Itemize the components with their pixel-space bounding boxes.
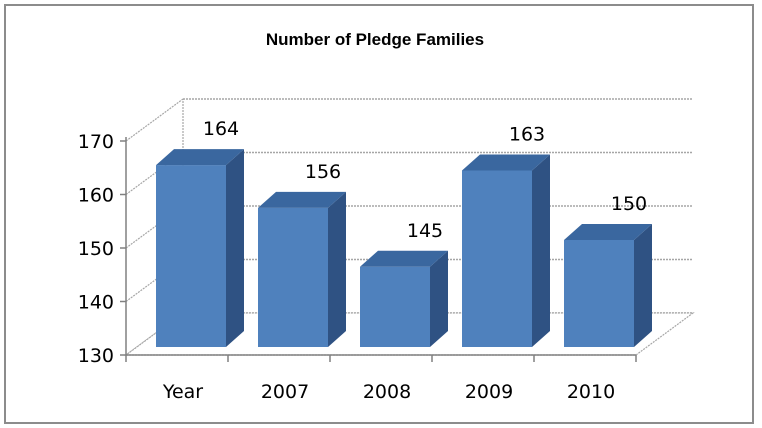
bars bbox=[156, 149, 652, 347]
x-tick-label: 2007 bbox=[261, 381, 309, 403]
bar-side bbox=[430, 250, 448, 347]
x-tick-label: 2008 bbox=[363, 381, 411, 403]
bar-front bbox=[156, 165, 226, 347]
data-labels: 164 156 145 163 150 bbox=[203, 118, 647, 242]
bar-top bbox=[360, 250, 448, 267]
data-label: 150 bbox=[611, 193, 647, 215]
bar-side bbox=[328, 191, 346, 347]
y-tick-label: 150 bbox=[78, 238, 114, 260]
data-label: 163 bbox=[509, 123, 545, 145]
bar-front bbox=[462, 170, 532, 347]
bar-top bbox=[564, 224, 652, 240]
bar bbox=[564, 224, 652, 347]
y-tick-label: 130 bbox=[78, 345, 114, 367]
bar-side bbox=[226, 149, 244, 347]
x-tick-labels: Year 2007 2008 2009 2010 bbox=[162, 381, 615, 403]
bar-front bbox=[258, 207, 328, 347]
x-tick-label: Year bbox=[162, 381, 203, 403]
data-label: 145 bbox=[407, 220, 443, 242]
bar bbox=[462, 154, 550, 347]
x-tick-label: 2009 bbox=[465, 381, 513, 403]
data-label: 156 bbox=[305, 161, 341, 183]
y-tick-label: 160 bbox=[78, 185, 114, 207]
bar-side bbox=[634, 224, 652, 347]
side-gridline bbox=[125, 98, 184, 142]
bar bbox=[156, 149, 244, 347]
bar-front bbox=[564, 240, 634, 347]
bar-top bbox=[258, 191, 346, 208]
bar-top bbox=[462, 154, 550, 171]
bar-top bbox=[156, 149, 244, 166]
bar-front bbox=[360, 266, 430, 347]
y-tick-label: 140 bbox=[78, 292, 114, 314]
bar-side bbox=[532, 154, 550, 347]
bar bbox=[360, 250, 448, 347]
y-tick-label: 170 bbox=[78, 131, 114, 153]
chart-title: Number of Pledge Families bbox=[265, 30, 485, 49]
x-tick-label: 2010 bbox=[567, 381, 615, 403]
axes bbox=[120, 137, 637, 362]
y-tick-labels: 130 140 150 160 170 bbox=[78, 131, 114, 367]
data-label: 164 bbox=[203, 118, 239, 140]
bar bbox=[258, 191, 346, 347]
